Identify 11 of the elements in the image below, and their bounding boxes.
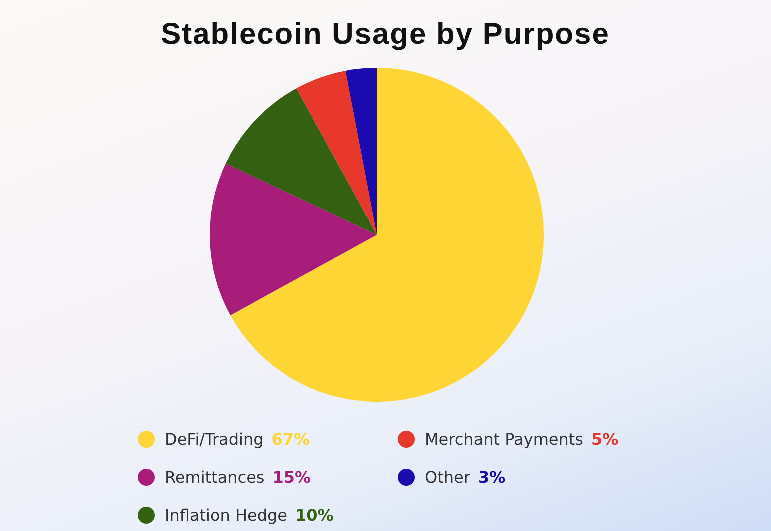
data-label: 10% (296, 506, 334, 524)
data-label: 15% (272, 468, 312, 486)
data-label: 3% (478, 468, 506, 486)
legend-label: DeFi/Trading (165, 430, 264, 448)
chart-title: Stablecoin Usage by Purpose (160, 18, 611, 52)
data-label: 5% (592, 430, 619, 448)
legend-label: Inflation Hedge (165, 506, 288, 524)
data-label: 67% (272, 430, 310, 448)
legend-label: Remittances (165, 468, 265, 486)
legend-label: Merchant Payments (425, 430, 584, 448)
legend-label: Other (425, 468, 470, 486)
